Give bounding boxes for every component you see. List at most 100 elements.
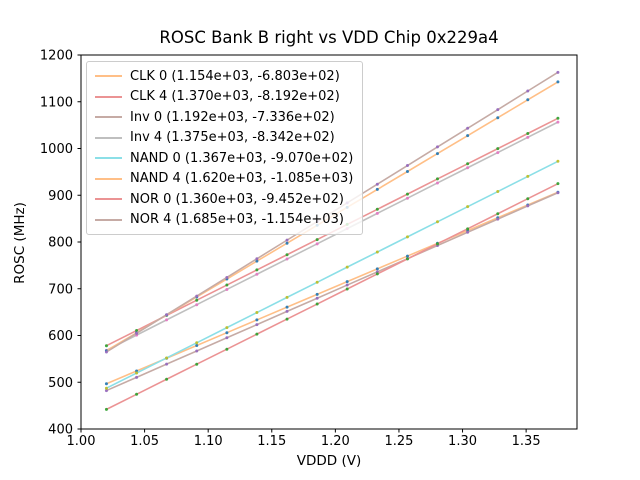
- data-point-marker: [435, 220, 439, 224]
- data-point-marker: [556, 120, 560, 124]
- data-point-marker: [435, 145, 439, 149]
- data-point-marker: [285, 317, 289, 321]
- data-point-marker: [195, 349, 199, 353]
- data-point-marker: [466, 166, 470, 170]
- legend-item: Inv 4 (1.375e+03, -8.342e+02): [95, 128, 353, 149]
- data-point-marker: [285, 305, 289, 309]
- data-point-marker: [405, 170, 409, 173]
- y-tick-label: 700: [48, 282, 73, 297]
- fit-line: [106, 191, 559, 385]
- data-point-marker: [225, 331, 229, 335]
- data-point-marker: [165, 313, 169, 317]
- data-point-marker: [285, 241, 289, 245]
- legend-item: NOR 0 (1.360e+03, -9.452e+02): [95, 189, 353, 210]
- data-point-marker: [255, 268, 259, 272]
- data-point-marker: [496, 116, 500, 120]
- data-point-marker: [405, 235, 409, 239]
- data-point-marker: [135, 331, 139, 335]
- data-point-marker: [466, 230, 470, 234]
- data-point-marker: [375, 211, 379, 215]
- x-tick-label: 1.30: [448, 434, 477, 449]
- data-point-marker: [466, 134, 470, 138]
- y-axis-ticks: 400 500 600 700 800 900 1000 1100 1200: [40, 49, 81, 438]
- legend-label: Inv 4 (1.375e+03, -8.342e+02): [130, 130, 335, 146]
- fit-line: [106, 160, 559, 389]
- data-point-marker: [255, 257, 259, 261]
- data-point-marker: [315, 238, 319, 242]
- data-point-marker: [345, 287, 349, 291]
- x-tick-label: 1.05: [130, 434, 159, 449]
- data-point-marker: [435, 242, 439, 246]
- data-point-marker: [315, 242, 319, 246]
- x-axis-label: VDDD (V): [296, 453, 362, 469]
- data-point-marker: [135, 369, 139, 373]
- data-point-marker: [285, 295, 289, 299]
- data-point-marker: [225, 336, 229, 340]
- data-point-marker: [104, 407, 108, 411]
- data-point-marker: [556, 159, 560, 163]
- legend-label: CLK 4 (1.370e+03, -8.192e+02): [130, 89, 340, 105]
- legend-item: NAND 0 (1.367e+03, -9.070e+02): [95, 148, 353, 169]
- legend-line-swatch: [95, 218, 122, 221]
- x-tick-label: 1.10: [194, 434, 223, 449]
- data-point-marker: [496, 151, 500, 155]
- data-point-marker: [526, 98, 530, 102]
- data-point-marker: [135, 375, 139, 379]
- data-point-marker: [104, 382, 108, 386]
- legend-item: CLK 4 (1.370e+03, -8.192e+02): [95, 87, 353, 108]
- legend-line-swatch: [95, 157, 122, 160]
- y-tick-label: 400: [48, 423, 73, 438]
- data-point-marker: [375, 187, 379, 191]
- data-point-marker: [526, 197, 530, 201]
- y-tick-label: 1200: [40, 49, 73, 64]
- data-point-marker: [195, 362, 199, 366]
- plot-spines: [80, 54, 578, 430]
- data-point-marker: [405, 192, 409, 196]
- data-point-marker: [135, 371, 139, 375]
- data-point-marker: [315, 280, 319, 284]
- legend-line-swatch: [95, 198, 122, 201]
- data-point-marker: [496, 217, 500, 221]
- data-point-marker: [405, 196, 409, 200]
- legend: CLK 0 (1.154e+03, -6.803e+02) CLK 4 (1.3…: [86, 61, 364, 235]
- data-point-marker: [285, 238, 289, 242]
- data-point-marker: [135, 392, 139, 396]
- series-nor-0: [104, 182, 560, 411]
- legend-item: NOR 4 (1.685e+03, -1.154e+03): [95, 210, 353, 231]
- data-point-marker: [496, 212, 500, 216]
- data-point-marker: [255, 323, 259, 327]
- data-point-marker: [165, 318, 169, 322]
- data-point-marker: [435, 177, 439, 181]
- legend-line-swatch: [95, 136, 122, 139]
- data-point-marker: [526, 174, 530, 178]
- legend-line-swatch: [95, 95, 122, 98]
- fit-line: [106, 121, 559, 352]
- data-point-marker: [526, 204, 530, 208]
- data-point-marker: [556, 70, 560, 74]
- data-point-marker: [405, 254, 409, 258]
- data-point-marker: [556, 182, 560, 186]
- data-point-marker: [466, 227, 470, 231]
- legend-line-swatch: [95, 75, 122, 78]
- data-point-marker: [195, 298, 199, 302]
- data-point-marker: [255, 318, 259, 322]
- data-point-marker: [255, 272, 259, 276]
- legend-label: Inv 0 (1.192e+03, -7.336e+02): [130, 109, 335, 125]
- data-point-marker: [285, 309, 289, 313]
- x-tick-label: 1.15: [257, 434, 286, 449]
- legend-label: NOR 0 (1.360e+03, -9.452e+02): [130, 191, 344, 207]
- legend-label: NAND 4 (1.620e+03, -1.085e+03): [130, 171, 354, 187]
- data-point-marker: [345, 280, 349, 284]
- x-tick-label: 1.20: [321, 434, 350, 449]
- x-tick-label: 1.00: [67, 434, 96, 449]
- data-point-marker: [345, 283, 349, 287]
- data-point-marker: [195, 303, 199, 307]
- legend-item: NAND 4 (1.620e+03, -1.085e+03): [95, 169, 353, 190]
- y-tick-label: 1100: [40, 95, 73, 110]
- data-point-marker: [345, 265, 349, 269]
- data-point-marker: [165, 362, 169, 366]
- chart-title: ROSC Bank B right vs VDD Chip 0x229a4: [159, 28, 499, 47]
- data-point-marker: [556, 116, 560, 120]
